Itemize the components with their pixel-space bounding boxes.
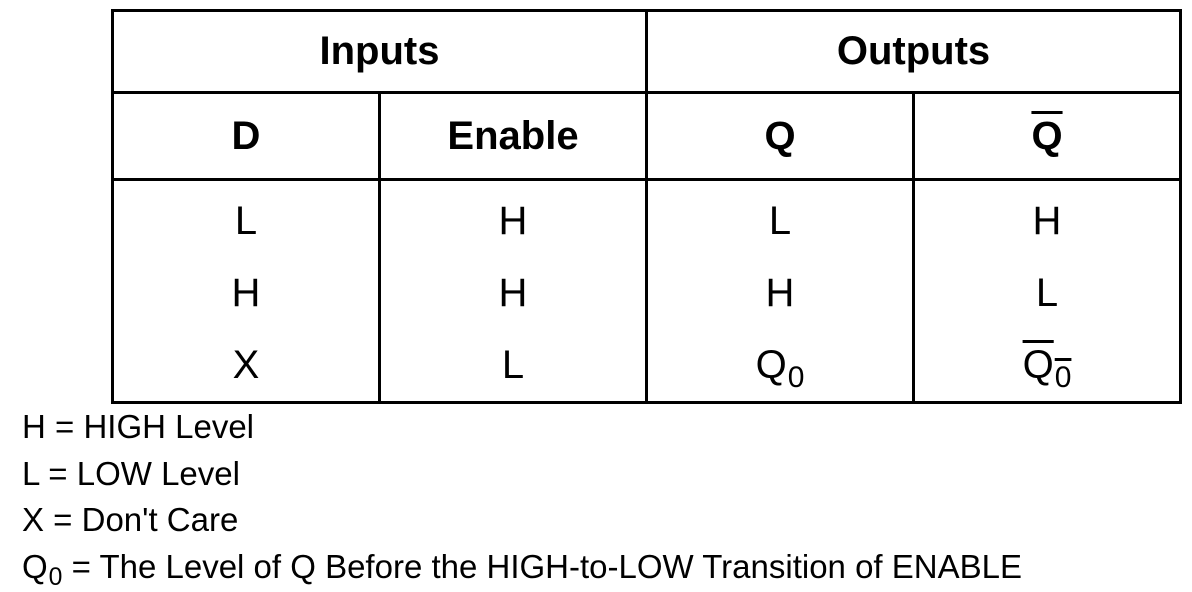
legend-q0-subscript: 0	[48, 563, 63, 591]
q-symbol: Q	[755, 342, 787, 387]
table-row: L H L H	[111, 178, 1182, 257]
enable-column-header: Enable	[378, 91, 648, 181]
enable-cell: H	[378, 257, 648, 329]
table-row: H H H L	[111, 257, 1182, 329]
d-cell: L	[111, 178, 381, 257]
legend-low: L = LOW Level	[22, 454, 240, 492]
legend-dont-care: X = Don't Care	[22, 501, 239, 538]
q-column-header: Q	[645, 91, 915, 181]
column-header-row: D Enable Q Q	[111, 91, 1182, 181]
table-row: X L Q0 Q0	[111, 329, 1182, 404]
q-bar-subscript: 0	[1054, 360, 1072, 394]
legend-q0: Q0 = The Level of Q Before the HIGH-to-L…	[22, 544, 1022, 592]
q-bar-cell: H	[912, 178, 1182, 257]
legend-q0-symbol: Q	[22, 547, 48, 585]
d-cell: X	[111, 329, 381, 404]
legend-q0-text: = The Level of Q Before the HIGH-to-LOW …	[62, 547, 1022, 585]
q-cell: H	[645, 257, 915, 329]
d-cell: H	[111, 257, 381, 329]
q-bar-symbol: Q	[1031, 113, 1063, 158]
legend-high: H = HIGH Level	[22, 408, 254, 445]
q-subscript: 0	[787, 360, 805, 394]
enable-cell: H	[378, 178, 648, 257]
q-bar-overline: Q0	[1022, 342, 1072, 394]
q-bar-symbol: Q	[1022, 342, 1054, 387]
q-cell: L	[645, 178, 915, 257]
q-bar-cell: Q0	[912, 329, 1182, 404]
truth-table: Inputs Outputs D Enable Q Q L H L H H H …	[111, 9, 1182, 404]
legend: H = HIGH Level L = LOW Level X = Don't C…	[22, 404, 1022, 592]
q-cell: Q0	[645, 329, 915, 404]
enable-cell: L	[378, 329, 648, 404]
inputs-group-header: Inputs	[111, 9, 648, 94]
d-column-header: D	[111, 91, 381, 181]
q-bar-cell: L	[912, 257, 1182, 329]
q-bar-column-header: Q	[912, 91, 1182, 181]
group-header-row: Inputs Outputs	[111, 9, 1182, 94]
outputs-group-header: Outputs	[645, 9, 1182, 94]
